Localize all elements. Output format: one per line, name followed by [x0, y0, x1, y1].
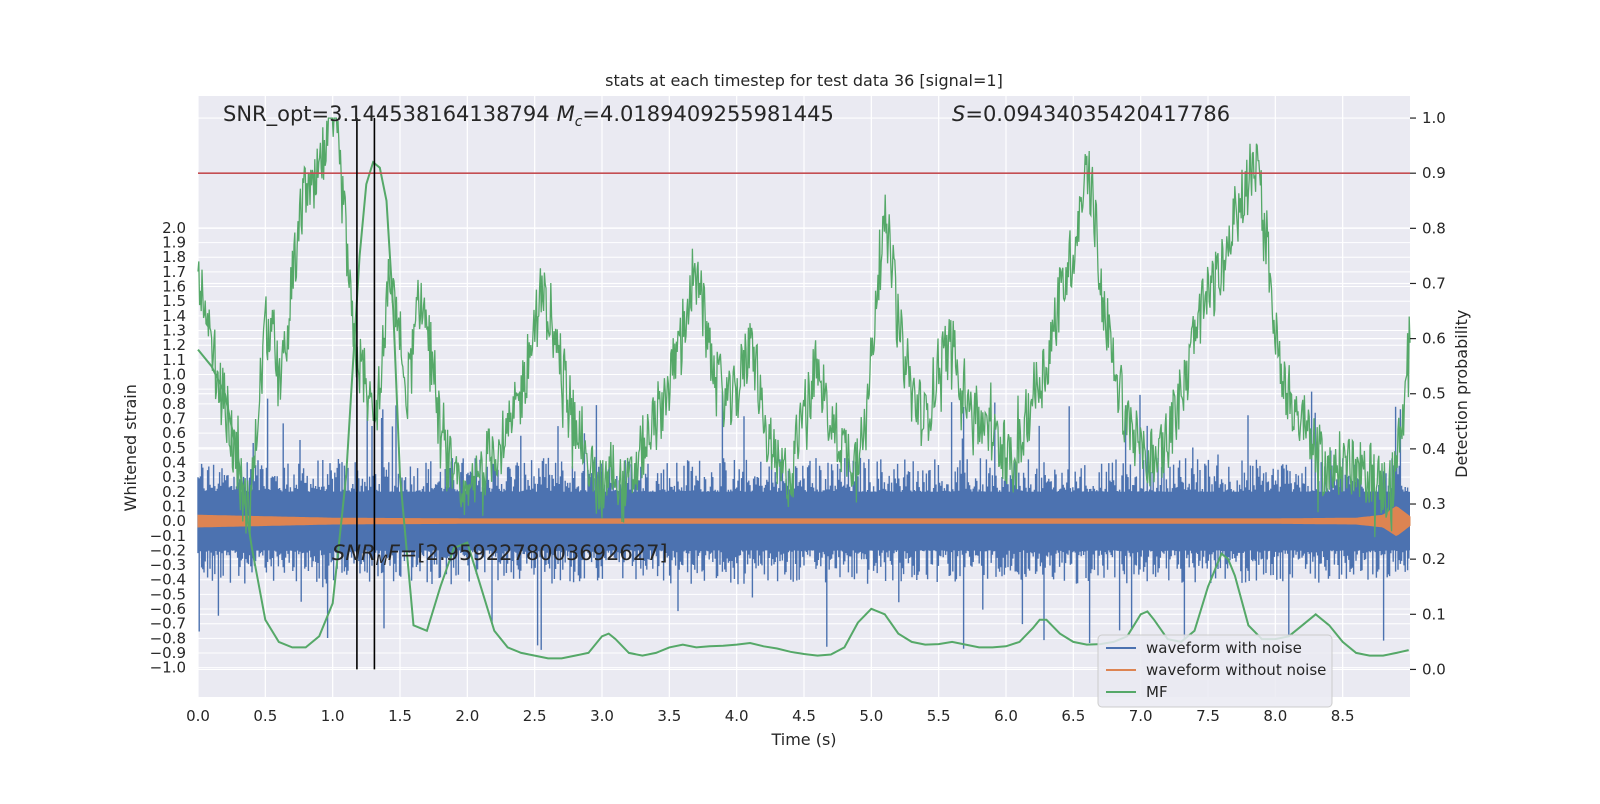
y-right-tick-label: 0.7: [1422, 274, 1446, 292]
y-right-tick-label: 0.3: [1422, 495, 1446, 513]
x-tick-label: 5.5: [927, 707, 951, 725]
y-left-tick-label: 1.8: [162, 248, 186, 266]
legend-label-clean: waveform without noise: [1146, 661, 1326, 679]
series-detection-probability: [197, 117, 1411, 538]
mc-subscript: c: [575, 114, 583, 130]
y-right-tick-label: 0.4: [1422, 440, 1446, 458]
x-tick-label: 3.0: [590, 707, 614, 725]
y-left-tick-label: 0.4: [162, 453, 186, 471]
series-waveform-without-noise: [197, 506, 1411, 536]
y-axis-label: Whitened strain: [121, 384, 140, 511]
y-left-tick-label: −0.6: [150, 600, 186, 618]
y-right-tick-label: 1.0: [1422, 109, 1446, 127]
x-tick-label: 6.5: [1061, 707, 1085, 725]
x-tick-label: 4.0: [725, 707, 749, 725]
x-tick-label: 8.5: [1331, 707, 1355, 725]
x-tick-label: 6.0: [994, 707, 1018, 725]
reference-lines: [198, 118, 1410, 670]
y-left-tick-label: 0.5: [162, 439, 186, 457]
y-right-tick-label: 0.0: [1422, 660, 1446, 678]
y-left-tick-label: −0.3: [150, 556, 186, 574]
y-left-tick-label: −0.1: [150, 527, 186, 545]
y-left-tick-label: −0.9: [150, 644, 186, 662]
y-left-tick-label: −1.0: [150, 659, 186, 677]
legend-item-clean: waveform without noise: [1106, 661, 1326, 679]
y-left-tick-label: 0.3: [162, 468, 186, 486]
y-left-tick-label: 1.5: [162, 292, 186, 310]
y-right-tick-label: 0.9: [1422, 164, 1446, 182]
x-tick-label: 7.5: [1196, 707, 1220, 725]
y-left-tick-label: 1.7: [162, 263, 186, 281]
snr-mf-tail: F: [388, 541, 401, 565]
y-left-tick-label: 2.0: [162, 219, 186, 237]
y-left-tick-label: −0.8: [150, 629, 186, 647]
x-tick-label: 1.5: [388, 707, 412, 725]
y-left-tick-label: 0.0: [162, 512, 186, 530]
y-left-tick-label: −0.7: [150, 615, 186, 633]
y-left-tick-label: 1.6: [162, 278, 186, 296]
y-left-tick-label: 0.2: [162, 483, 186, 501]
x-tick-label: 5.0: [859, 707, 883, 725]
y-left-tick-label: 0.7: [162, 409, 186, 427]
snr-mf-value-text: =[2.9592278003692627]: [400, 541, 668, 565]
legend-label-mf: MF: [1146, 683, 1168, 701]
y-right-tick-label: 0.6: [1422, 330, 1446, 348]
y-left-tick-label: 1.0: [162, 366, 186, 384]
x-tick-label: 2.0: [455, 707, 479, 725]
x-tick-label: 7.0: [1129, 707, 1153, 725]
x-tick-label: 1.0: [321, 707, 345, 725]
y-left-tick-label: 1.4: [162, 307, 186, 325]
y-left-tick-label: 1.3: [162, 322, 186, 340]
probability-trace: [197, 117, 1411, 538]
x-tick-label: 3.5: [657, 707, 681, 725]
y-right-tick-label: 0.8: [1422, 219, 1446, 237]
snr-mf-symbol: SNR: [332, 541, 376, 565]
y-left-tick-label: 0.1: [162, 497, 186, 515]
legend: waveform with noise waveform without noi…: [1097, 634, 1333, 708]
x-tick-label: 8.0: [1263, 707, 1287, 725]
y-left-tick-label: −0.4: [150, 571, 186, 589]
y-axis-right-label: Detection probability: [1452, 310, 1471, 478]
legend-label-noise: waveform with noise: [1146, 639, 1302, 657]
x-tick-label: 4.5: [792, 707, 816, 725]
snr-mf-subscript: M: [376, 553, 388, 569]
mc-symbol: M: [557, 102, 575, 126]
clean-trace: [197, 506, 1411, 536]
x-axis-label: Time (s): [770, 730, 836, 749]
legend-item-mf: MF: [1106, 683, 1168, 701]
legend-item-noise: waveform with noise: [1106, 639, 1302, 657]
snr-mf-annotation: SNRMF=[2.9592278003692627]: [332, 541, 668, 569]
series-mf: [197, 160, 1409, 660]
y-left-tick-label: 1.2: [162, 336, 186, 354]
y-left-tick-label: 0.9: [162, 380, 186, 398]
s-symbol: S: [952, 102, 965, 126]
s-value-text: =0.09434035420417786: [965, 102, 1230, 126]
legend-box: [1097, 634, 1333, 708]
y-right-tick-label: 0.2: [1422, 550, 1446, 568]
chart-title: stats at each timestep for test data 36 …: [605, 71, 1003, 90]
snr-mc-annotation: SNR_opt=3.144538164138794 Mc=4.0189409255…: [223, 102, 834, 130]
y-left-tick-label: −0.5: [150, 585, 186, 603]
mf-trace: [197, 160, 1409, 660]
axis-ticks: 0.0 0.5 1.0 1.5 2.0 2.5 3.0 3.5 4.0 4.5 5.0 5.5 6.0 6…: [150, 109, 1446, 725]
y-left-tick-label: 0.6: [162, 424, 186, 442]
s-annotation: S=0.09434035420417786: [952, 102, 1230, 126]
y-right-tick-label: 0.5: [1422, 385, 1446, 403]
y-left-tick-label: 0.8: [162, 395, 186, 413]
mc-value-text: =4.0189409255981445: [582, 102, 833, 126]
y-right-tick-label: 0.1: [1422, 605, 1446, 623]
snr-opt-text: SNR_opt=3.144538164138794: [223, 102, 550, 127]
y-left-tick-label: −0.2: [150, 541, 186, 559]
x-tick-label: 0.5: [253, 707, 277, 725]
y-left-tick-label: 1.9: [162, 234, 186, 252]
x-tick-label: 0.0: [186, 707, 210, 725]
y-left-tick-label: 1.1: [162, 351, 186, 369]
x-tick-label: 2.5: [523, 707, 547, 725]
